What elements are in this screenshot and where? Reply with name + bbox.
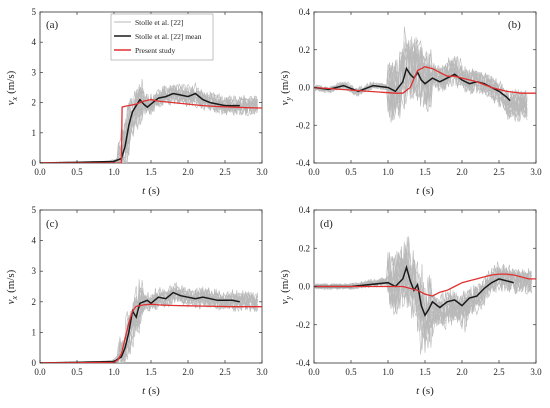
panel-b-ticks: 0.0 0.5 1.0 1.5 2.0 2.5 3.0 -0.4 -0.2 0.0 0.2 0.4 — [296, 7, 542, 177]
trial-line — [314, 46, 528, 119]
panel-a-xlabel: t (s) — [142, 185, 160, 197]
panel-d: 0.0 0.5 1.0 1.5 2.0 2.5 3.0 -0.4 -0.2 0.0 0.2 0.4 (… — [279, 205, 542, 397]
x-tick-label: 1.0 — [108, 367, 120, 377]
x-tick-label: 2.5 — [493, 367, 505, 377]
y-tick-label: 4 — [32, 236, 37, 246]
y-tick-label: 2 — [32, 297, 37, 307]
panel-c-frame — [39, 209, 263, 364]
panel-a-ticks: 0.0 0.5 1.0 1.5 2.0 2.5 3.0 0 1 2 3 4 5 — [32, 7, 269, 177]
panel-c-xlabel: t (s) — [142, 385, 160, 397]
y-tick-label: 0.4 — [299, 205, 311, 215]
panel-d-ticks: 0.0 0.5 1.0 1.5 2.0 2.5 3.0 -0.4 -0.2 0.0 0.2 0.4 — [296, 205, 542, 377]
y-tick-label: 5 — [32, 205, 37, 215]
y-tick-label: 0.0 — [299, 83, 311, 93]
legend-entry-mean: Stolle et al. [22] mean — [135, 32, 202, 41]
trial-line — [314, 39, 528, 117]
x-tick-label: 0.5 — [71, 167, 83, 177]
y-tick-label: -0.4 — [296, 358, 311, 368]
panel-d-label: (d) — [320, 218, 333, 230]
y-tick-label: 5 — [32, 7, 37, 17]
x-tick-label: 0.5 — [345, 167, 357, 177]
x-tick-label: 1.5 — [145, 167, 157, 177]
legend-entry-present: Present study — [135, 46, 175, 55]
panel-c-series — [40, 291, 262, 363]
y-tick-label: 0 — [32, 158, 37, 168]
y-tick-label: 0.2 — [299, 243, 310, 253]
x-tick-label: 3.0 — [530, 167, 542, 177]
panel-c: 0.0 0.5 1.0 1.5 2.0 2.5 3.0 0 1 2 3 4 5 (c) t (s) vx(… — [5, 205, 268, 397]
x-tick-label: 3.0 — [256, 367, 268, 377]
trial-line — [314, 252, 532, 340]
y-tick-label: 2 — [32, 98, 37, 108]
y-tick-label: -0.4 — [296, 158, 311, 168]
series-line-mean — [40, 92, 240, 163]
x-tick-label: 1.0 — [382, 367, 394, 377]
panel-b-xlabel: t (s) — [416, 185, 434, 197]
trial-line — [314, 256, 532, 328]
x-tick-label: 2.0 — [182, 167, 194, 177]
x-tick-label: 0.0 — [308, 367, 320, 377]
y-tick-label: -0.2 — [296, 120, 310, 130]
x-tick-label: 0.5 — [71, 367, 83, 377]
series-line-mean — [314, 264, 514, 317]
x-tick-label: 1.5 — [419, 167, 431, 177]
panel-a-label: (a) — [46, 19, 59, 31]
x-tick-label: 0.0 — [34, 167, 46, 177]
x-tick-label: 2.5 — [219, 167, 231, 177]
x-tick-label: 2.5 — [493, 167, 505, 177]
legend: Stolle et al. [22] Stolle et al. [22] me… — [110, 13, 214, 61]
y-tick-label: 3 — [32, 266, 37, 276]
panel-c-label: (c) — [46, 218, 59, 230]
series-line-present — [314, 273, 536, 297]
y-tick-label: 0.4 — [299, 7, 311, 17]
y-tick-label: 1 — [32, 128, 37, 138]
series-line-present — [40, 98, 262, 163]
x-tick-label: 2.0 — [456, 167, 468, 177]
series-line-mean — [314, 66, 511, 102]
panel-b-trial-lines — [314, 26, 528, 123]
x-tick-label: 3.0 — [256, 167, 268, 177]
series-line-present — [40, 303, 262, 363]
panel-b-series — [314, 66, 536, 102]
x-tick-label: 1.5 — [145, 367, 157, 377]
panel-a-series — [40, 92, 262, 163]
panel-b: 0.0 0.5 1.0 1.5 2.0 2.5 3.0 -0.4 -0.2 0.0 0.2 0.4 (… — [279, 7, 542, 197]
y-tick-label: 0 — [32, 358, 37, 368]
y-tick-label: 0.0 — [299, 282, 311, 292]
y-tick-label: 3 — [32, 67, 37, 77]
y-tick-label: 1 — [32, 327, 37, 337]
panel-a-ylabel: vx(m/s) — [5, 70, 19, 105]
panel-b-ylabel: vy(m/s) — [279, 70, 293, 105]
series-line-present — [314, 66, 536, 94]
legend-entry-trials: Stolle et al. [22] — [135, 18, 183, 27]
x-tick-label: 2.5 — [219, 367, 231, 377]
x-tick-label: 0.5 — [345, 367, 357, 377]
panel-d-series — [314, 264, 536, 317]
x-tick-label: 0.0 — [308, 167, 320, 177]
panel-a: 0.0 0.5 1.0 1.5 2.0 2.5 3.0 0 1 2 3 4 5 (a) t (s) vx(… — [5, 7, 268, 197]
x-tick-label: 1.0 — [108, 167, 120, 177]
series-line-mean — [40, 291, 240, 363]
panel-b-label: (b) — [508, 19, 521, 31]
panel-c-ylabel: vx(m/s) — [5, 269, 19, 304]
panel-d-xlabel: t (s) — [416, 385, 434, 397]
x-tick-label: 1.5 — [419, 367, 431, 377]
trial-line — [314, 42, 528, 116]
x-tick-label: 0.0 — [34, 367, 46, 377]
x-tick-label: 1.0 — [382, 167, 394, 177]
y-tick-label: -0.2 — [296, 320, 310, 330]
y-tick-label: 0.2 — [299, 45, 310, 55]
x-tick-label: 3.0 — [530, 367, 542, 377]
x-tick-label: 2.0 — [182, 367, 194, 377]
panel-c-ticks: 0.0 0.5 1.0 1.5 2.0 2.5 3.0 0 1 2 3 4 5 — [32, 205, 269, 377]
x-tick-label: 2.0 — [456, 367, 468, 377]
y-tick-label: 4 — [32, 37, 37, 47]
panel-d-ylabel: vy(m/s) — [279, 269, 293, 304]
